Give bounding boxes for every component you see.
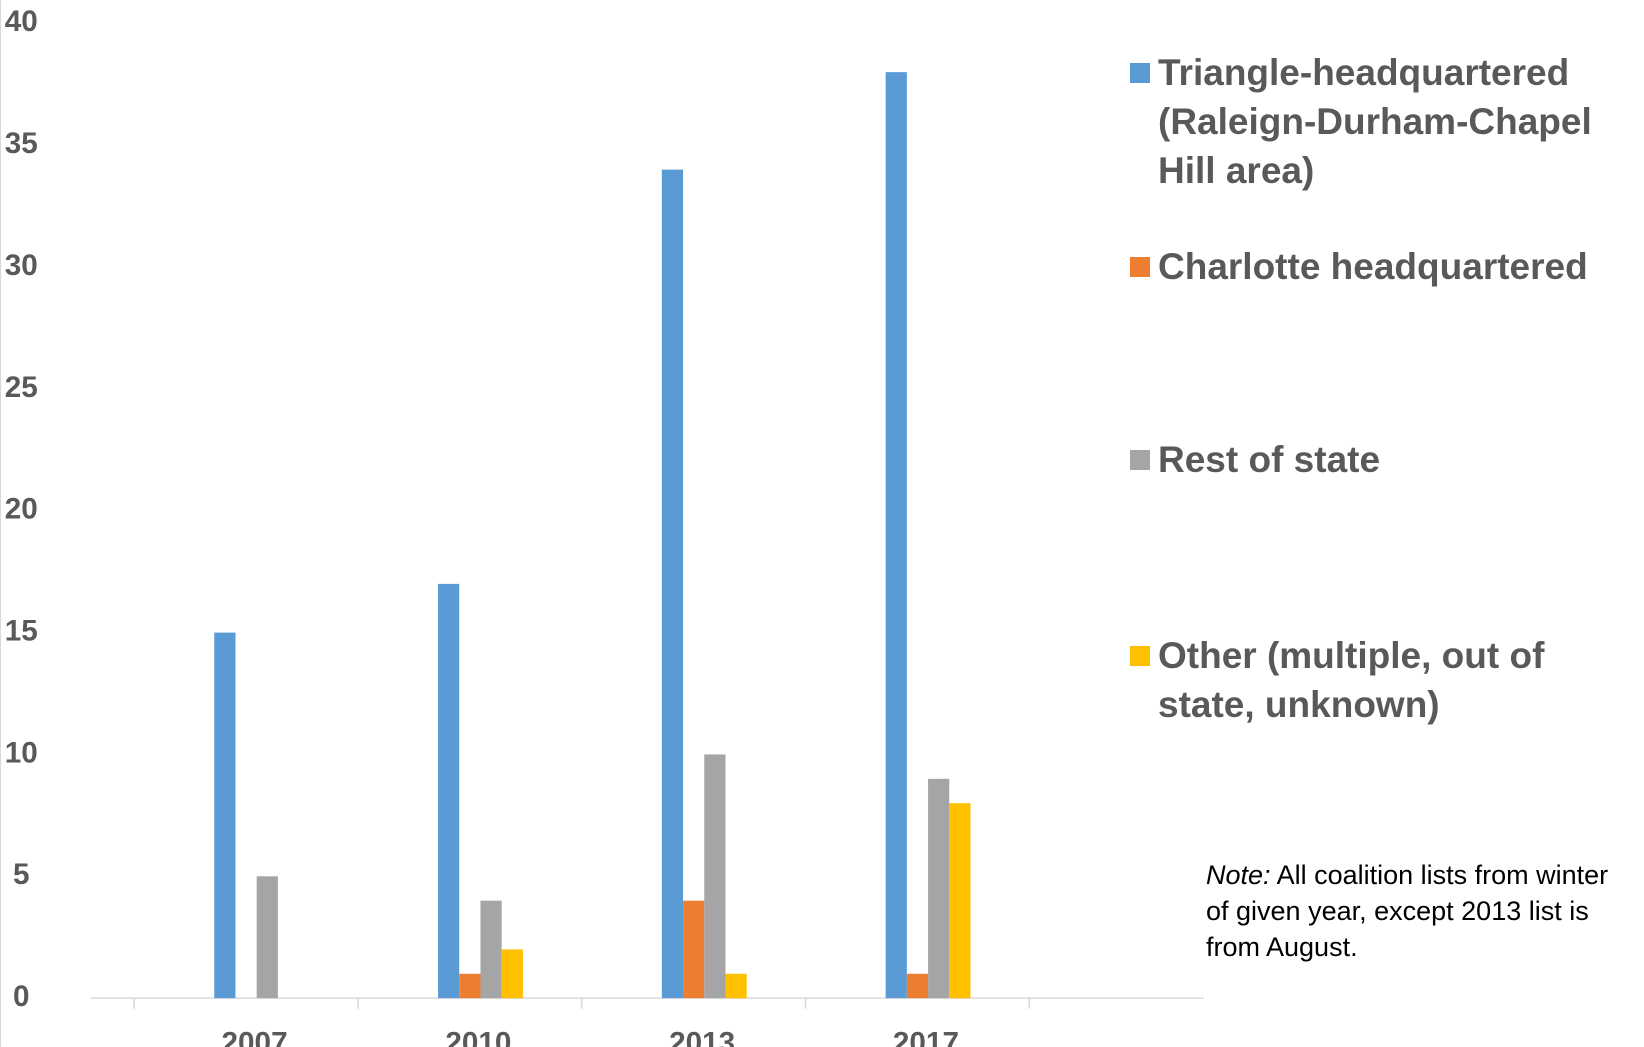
y-tick-label: 35 (5, 127, 38, 160)
bar (480, 900, 502, 999)
legend-item: Charlotte headquartered (1130, 242, 1628, 291)
legend-item: Triangle-headquartered (Raleign-Durham-C… (1130, 48, 1628, 195)
bar (704, 754, 726, 999)
legend-label: Triangle-headquartered (Raleign-Durham-C… (1158, 52, 1592, 191)
y-tick-label: 5 (13, 858, 30, 891)
y-tick-label: 20 (5, 493, 38, 526)
x-tick-label: 2017 (893, 1027, 959, 1047)
y-tick-label: 30 (5, 249, 38, 282)
x-tick-label: 2010 (445, 1027, 511, 1047)
bar (725, 973, 747, 999)
legend-item: Rest of state (1130, 435, 1628, 484)
bar (214, 632, 236, 999)
legend-swatch (1130, 450, 1150, 470)
bar (438, 583, 460, 999)
y-tick-label: 40 (5, 5, 38, 38)
bar (501, 949, 523, 999)
legend-item: Other (multiple, out of state, unknown) (1130, 631, 1628, 729)
note-label: Note: (1206, 860, 1271, 890)
note: Note: All coalition lists from winter of… (1206, 857, 1636, 965)
legend-label: Charlotte headquartered (1158, 246, 1588, 287)
bar (928, 778, 950, 999)
bar (661, 169, 684, 999)
bar (949, 803, 971, 999)
note-text: All coalition lists from winter of given… (1206, 860, 1609, 962)
y-tick-label: 15 (5, 614, 38, 647)
y-tick-label: 25 (5, 371, 38, 404)
bar (256, 876, 278, 999)
y-tick-label: 10 (5, 736, 38, 769)
bar (683, 900, 705, 999)
x-tick-label: 2013 (669, 1027, 735, 1047)
y-tick-label: 0 (13, 980, 30, 1013)
bar (885, 72, 907, 999)
legend-label: Rest of state (1158, 439, 1381, 480)
legend-label: Other (multiple, out of state, unknown) (1158, 635, 1545, 725)
legend-swatch (1130, 646, 1150, 666)
bar (459, 973, 481, 999)
legend-swatch (1130, 63, 1150, 83)
legend-swatch (1130, 257, 1150, 277)
x-tick-label: 2007 (222, 1027, 288, 1047)
bar (906, 973, 929, 999)
